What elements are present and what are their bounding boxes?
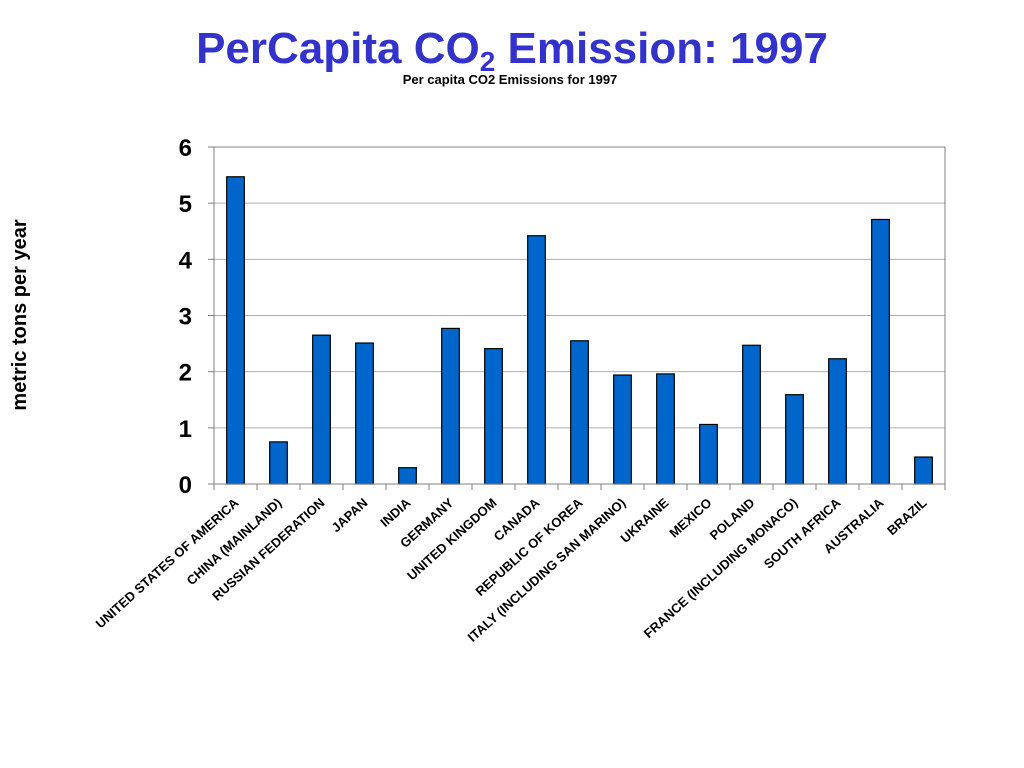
y-tick-label: 6	[179, 135, 192, 162]
bar	[656, 373, 675, 485]
category-label: BRAZIL	[884, 495, 929, 538]
category-label: UKRAINE	[617, 495, 671, 546]
bar	[226, 176, 245, 485]
y-tick-label: 0	[179, 472, 192, 499]
category-label: JAPAN	[328, 495, 370, 535]
bar	[699, 423, 718, 485]
bar	[398, 467, 417, 485]
bar	[871, 218, 890, 485]
bar	[269, 441, 288, 485]
y-tick-label: 5	[179, 191, 192, 218]
y-tick-label: 2	[179, 360, 192, 387]
bar	[527, 235, 546, 485]
bar	[785, 394, 804, 485]
y-tick-labels: 0 1 2 3 4 5 6	[179, 135, 193, 499]
category-label: FRANCE (INCLUDING MONACO)	[641, 495, 801, 641]
bar	[742, 344, 761, 485]
y-axis-title: metric tons per year	[9, 219, 31, 410]
bar	[613, 374, 632, 485]
bar	[441, 327, 460, 485]
y-tick-label: 4	[179, 247, 193, 274]
title-rest: Emission: 1997	[495, 24, 828, 73]
bar	[570, 340, 589, 485]
category-label: SOUTH AFRICA	[761, 495, 844, 572]
bar	[355, 342, 374, 485]
slide-title: PerCapita CO2 Emission: 1997	[0, 24, 1024, 78]
title-subscript: 2	[479, 46, 496, 77]
y-tick-label: 1	[179, 416, 192, 443]
bar	[312, 334, 331, 485]
bars	[226, 176, 933, 485]
bar	[828, 358, 847, 485]
chart-subtitle: Per capita CO2 Emissions for 1997	[402, 72, 618, 87]
category-label: INDIA	[377, 495, 414, 530]
title-main: PerCapita CO	[196, 24, 480, 73]
bar	[914, 456, 933, 485]
category-label: ITALY (INCLUDING SAN MARINO)	[465, 495, 629, 645]
axes	[208, 146, 946, 490]
y-tick-label: 3	[179, 304, 192, 331]
bar	[484, 348, 503, 485]
